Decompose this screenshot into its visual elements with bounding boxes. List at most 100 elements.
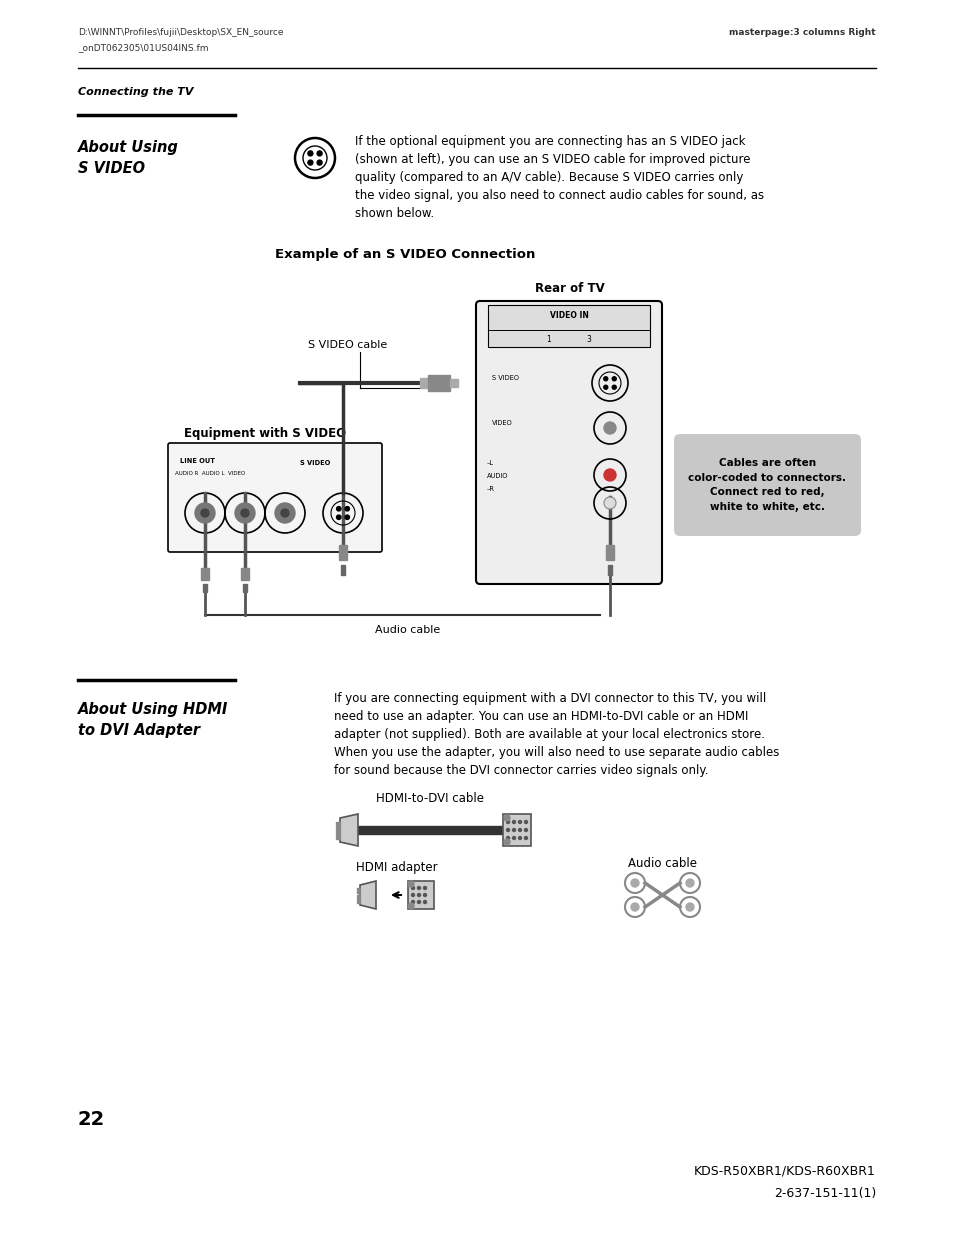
Circle shape [630,903,639,911]
Circle shape [417,893,420,897]
Text: D:\WINNT\Profiles\fujii\Desktop\SX_EN_source: D:\WINNT\Profiles\fujii\Desktop\SX_EN_so… [78,28,283,37]
Text: Audio cable: Audio cable [375,625,439,635]
Circle shape [316,151,322,156]
Text: 22: 22 [78,1110,105,1129]
Circle shape [518,820,521,824]
FancyBboxPatch shape [673,433,861,536]
Circle shape [411,893,414,897]
Circle shape [241,509,249,517]
Text: 3: 3 [586,335,591,345]
Text: LINE OUT: LINE OUT [180,458,214,464]
Bar [335,827,339,830]
Bar [335,834,339,836]
Circle shape [685,903,693,911]
Circle shape [506,836,509,840]
Circle shape [281,509,289,517]
Bar [338,545,347,559]
Text: Connecting the TV: Connecting the TV [78,86,193,98]
Bar [241,568,249,580]
Text: S VIDEO: S VIDEO [299,459,330,466]
Text: If the optional equipment you are connecting has an S VIDEO jack
(shown at left): If the optional equipment you are connec… [355,135,763,220]
Text: Example of an S VIDEO Connection: Example of an S VIDEO Connection [274,248,535,261]
Bar [340,564,345,576]
Circle shape [417,887,420,889]
Circle shape [630,879,639,887]
Text: VIDEO: VIDEO [492,420,512,426]
Circle shape [308,151,313,156]
Circle shape [234,503,254,522]
Circle shape [336,506,340,511]
Text: –R: –R [486,487,495,492]
Circle shape [345,506,349,511]
Circle shape [518,829,521,831]
Circle shape [316,161,322,165]
Text: HDMI-to-DVI cable: HDMI-to-DVI cable [376,792,484,805]
Bar [201,568,209,580]
Circle shape [345,515,349,520]
Circle shape [524,836,527,840]
Text: S VIDEO cable: S VIDEO cable [308,340,387,350]
Text: _onDT062305\01US04INS.fm: _onDT062305\01US04INS.fm [78,43,209,52]
Bar [356,892,359,893]
Circle shape [201,509,209,517]
Bar [488,305,649,347]
Circle shape [308,161,313,165]
Text: VIDEO IN: VIDEO IN [549,311,588,320]
Bar [356,894,359,897]
Circle shape [503,815,510,821]
Text: HDMI adapter: HDMI adapter [355,861,437,874]
Circle shape [336,515,340,520]
Circle shape [603,496,616,509]
Circle shape [603,385,607,389]
Polygon shape [339,814,357,846]
Circle shape [603,469,616,480]
Text: If you are connecting equipment with a DVI connector to this TV, you will
need t: If you are connecting equipment with a D… [334,692,779,777]
Circle shape [408,903,414,909]
Circle shape [603,422,616,433]
Text: About Using
S VIDEO: About Using S VIDEO [78,140,179,177]
Text: Audio cable: Audio cable [627,857,697,869]
Text: 1: 1 [546,335,551,345]
Circle shape [503,839,510,845]
Circle shape [524,829,527,831]
Circle shape [423,900,426,904]
Circle shape [506,829,509,831]
Text: 2-637-151-11(1): 2-637-151-11(1) [773,1187,875,1200]
Circle shape [512,820,515,824]
Circle shape [408,881,414,887]
Circle shape [612,385,616,389]
Text: KDS-R50XBR1/KDS-R60XBR1: KDS-R50XBR1/KDS-R60XBR1 [694,1165,875,1178]
Bar [335,831,339,832]
FancyBboxPatch shape [168,443,381,552]
Circle shape [411,900,414,904]
Polygon shape [359,881,375,909]
Circle shape [512,829,515,831]
Circle shape [506,820,509,824]
Circle shape [685,879,693,887]
Bar [450,379,457,387]
Text: masterpage:3 columns Right: masterpage:3 columns Right [729,28,875,37]
Circle shape [512,836,515,840]
Circle shape [423,887,426,889]
Bar [428,375,450,391]
Bar [408,881,434,909]
Bar [335,823,339,824]
Circle shape [423,893,426,897]
Text: Equipment with S VIDEO: Equipment with S VIDEO [184,427,346,440]
Circle shape [612,377,616,380]
Bar [335,837,339,839]
Text: –L: –L [486,459,494,466]
Text: About Using HDMI
to DVI Adapter: About Using HDMI to DVI Adapter [78,701,228,739]
Circle shape [603,377,607,380]
Text: AUDIO: AUDIO [486,473,508,479]
FancyBboxPatch shape [476,301,661,584]
Circle shape [524,820,527,824]
Bar [607,564,612,576]
Circle shape [518,836,521,840]
Bar [605,545,614,559]
Bar [419,378,428,388]
Bar [356,898,359,900]
Circle shape [411,887,414,889]
Bar [203,584,207,592]
Text: AUDIO R  AUDIO L  VIDEO: AUDIO R AUDIO L VIDEO [174,471,245,475]
